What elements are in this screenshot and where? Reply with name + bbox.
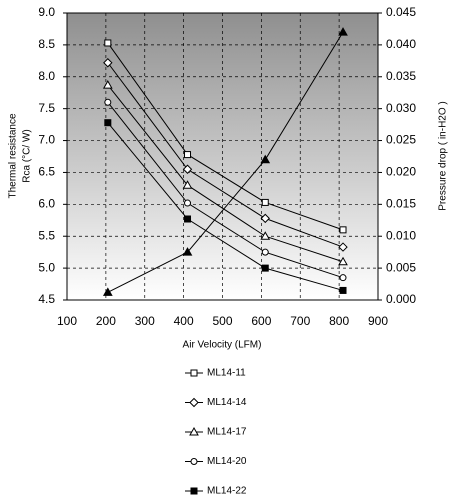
data-point [339, 226, 347, 234]
data-point [261, 198, 269, 206]
data-point [184, 199, 192, 207]
plot-area [66, 12, 379, 301]
data-point [184, 151, 192, 159]
legend-marker [190, 487, 198, 495]
legend-label: ML14-22 [207, 486, 247, 497]
y-axis-title: Thermal resistance [8, 113, 19, 198]
y2-tick-label: 0.005 [386, 260, 416, 274]
data-point [338, 256, 348, 266]
y2-tick-label: 0.015 [386, 197, 416, 211]
data-point [182, 180, 193, 189]
y2-tick-label: 0.020 [386, 165, 416, 179]
y2-tick-label: 0.040 [386, 37, 416, 51]
data-point [260, 213, 270, 224]
x-tick-label: 600 [251, 314, 271, 328]
x-tick-label: 300 [135, 314, 155, 328]
series-line [107, 122, 344, 291]
data-point [102, 287, 113, 296]
y-tick-label: 6.0 [38, 197, 55, 211]
x-tick-label: 400 [174, 314, 194, 328]
data-point [260, 154, 271, 164]
data-point [182, 164, 193, 174]
legend-label: ML14-20 [207, 456, 247, 467]
y-tick-label: 5.5 [38, 228, 55, 242]
x-axis-title: Air Velocity (LFM) [183, 340, 262, 351]
data-point [104, 39, 112, 47]
legend-marker [190, 369, 198, 377]
y2-tick-label: 0.030 [386, 101, 416, 115]
series-line [107, 31, 344, 293]
data-point [338, 242, 348, 252]
y2-axis-title: Pressure drop ( in-H2O ) [438, 101, 449, 210]
y-tick-label: 4.5 [38, 292, 55, 306]
y-tick-label: 7.0 [38, 133, 55, 147]
data-point [260, 231, 271, 240]
data-point [103, 58, 113, 68]
x-tick-label: 900 [368, 314, 388, 328]
data-point [102, 80, 113, 89]
legend-marker [189, 426, 199, 436]
data-point [261, 264, 269, 272]
y-tick-label: 9.0 [38, 5, 55, 19]
y-tick-label: 5.0 [38, 260, 55, 274]
y2-tick-label: 0.025 [386, 133, 416, 147]
x-tick-label: 700 [290, 314, 310, 328]
legend-label: ML14-11 [207, 368, 246, 379]
series-line [107, 101, 344, 279]
y2-tick-label: 0.035 [386, 69, 416, 83]
data-point [261, 248, 269, 256]
data-point [338, 27, 348, 36]
legend-marker [189, 397, 199, 408]
x-tick-label: 500 [212, 314, 232, 328]
legend-marker [190, 458, 198, 465]
data-point [104, 98, 112, 106]
y-tick-label: 8.0 [38, 69, 55, 83]
legend-label: ML14-17 [207, 427, 247, 438]
data-point [339, 274, 347, 282]
y2-tick-label: 0.045 [386, 5, 416, 19]
data-point [339, 286, 347, 294]
y2-tick-label: 0.010 [386, 228, 416, 242]
y-tick-label: 7.5 [38, 101, 55, 115]
data-point [184, 215, 192, 223]
legend-label: ML14-14 [207, 397, 247, 408]
series-line [107, 42, 344, 231]
data-point [104, 119, 112, 127]
x-tick-label: 200 [96, 314, 116, 328]
y-tick-label: 6.5 [38, 165, 55, 179]
y-axis-title: Rca (°C/ W) [22, 129, 33, 182]
series-line [107, 84, 344, 263]
y2-tick-label: 0.000 [386, 292, 416, 306]
series-line [107, 62, 344, 248]
x-tick-label: 800 [329, 314, 349, 328]
y-tick-label: 8.5 [38, 37, 55, 51]
x-tick-label: 100 [57, 314, 77, 328]
data-point [182, 247, 193, 256]
